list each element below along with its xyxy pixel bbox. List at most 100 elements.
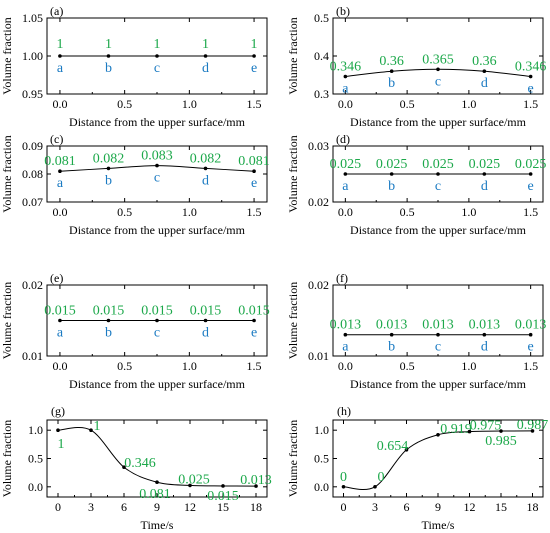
data-point	[58, 54, 62, 58]
panel-c: (c) 0.0 0.5 1.0 1.5 0.07 0.08 0.09 Distance from…	[0, 132, 270, 237]
x-axis-label: Distance from the upper surface/mm	[350, 115, 527, 129]
point-letter-label: c	[154, 171, 160, 186]
y-tick-label: 0.95	[22, 87, 43, 101]
x-tick-label: 6	[404, 500, 410, 514]
x-tick-label: 12	[184, 500, 196, 514]
x-tick-label: 0.5	[117, 97, 132, 111]
data-value-label: 0.081	[44, 154, 76, 169]
y-tick-label: 0.0	[28, 480, 43, 494]
data-point	[252, 318, 256, 323]
point-letter-label: c	[154, 61, 160, 76]
x-tick-label: 0.0	[52, 205, 67, 219]
x-tick-label: 18	[527, 500, 539, 514]
data-value-label: 1	[251, 37, 258, 52]
panel-f: (f) 0.0 0.5 1.0 1.5 0.01 0.02 Distance from the…	[286, 271, 546, 391]
y-tick-label: 0.5	[314, 452, 329, 466]
data-point	[373, 485, 377, 489]
y-tick-label: 0.0	[314, 480, 329, 494]
y-tick-label: 0.5	[314, 11, 329, 25]
y-tick-label: 1.0	[28, 423, 43, 437]
data-value-label: 0.081	[238, 154, 270, 169]
y-axis-label: Volume fraction	[286, 17, 300, 94]
point-letter-label: a	[342, 179, 349, 194]
x-tick-label: 1.5	[523, 97, 538, 111]
x-tick-label: 1.5	[247, 205, 262, 219]
data-value-label: 0.015	[207, 489, 239, 504]
x-tick-label: 0.5	[400, 205, 415, 219]
panel-e: (e) 0.0 0.5 1.0 1.5 0.01 0.02 Distance from the…	[0, 271, 270, 391]
point-letter-label: e	[251, 326, 257, 341]
y-axis-label: Volume fraction	[286, 420, 300, 497]
data-value-label: 0.013	[240, 473, 272, 488]
point-letter-label: a	[57, 326, 64, 341]
x-tick-label: 15	[217, 500, 229, 514]
x-tick-label: 1.0	[461, 205, 476, 219]
x-tick-label: 18	[250, 500, 262, 514]
data-point	[482, 172, 487, 176]
data-value-label: 0	[340, 470, 347, 485]
data-point	[530, 429, 535, 433]
point-letter-label: c	[435, 340, 441, 355]
data-point	[343, 74, 348, 79]
x-tick-label: 0.0	[338, 205, 353, 219]
x-tick-label: 1.0	[461, 359, 476, 373]
x-axis-label: Distance from the upper surface/mm	[69, 377, 246, 391]
x-axis-label: Time/s	[141, 518, 174, 532]
data-point	[89, 428, 93, 432]
y-axis-label: Volume fraction	[286, 135, 300, 212]
x-tick-label: 9	[154, 500, 160, 514]
data-point	[221, 484, 225, 488]
x-tick-label: 0.0	[338, 97, 353, 111]
x-tick-label: 1.0	[182, 97, 197, 111]
data-value-label: 0.346	[515, 60, 547, 75]
point-letter-label: b	[105, 326, 112, 341]
data-point	[252, 54, 256, 58]
data-point	[467, 429, 472, 434]
data-value-label: 0.025	[422, 157, 454, 172]
x-tick-label: 0.0	[338, 359, 353, 373]
data-value-label: 0.36	[472, 54, 497, 69]
data-value-label: 1	[56, 37, 63, 52]
x-axis-label: Distance from the upper surface/mm	[350, 223, 527, 237]
point-letter-label: b	[105, 173, 112, 188]
panel-label: (d)	[336, 132, 350, 146]
data-value-label: 1	[94, 419, 101, 434]
point-letter-label: b	[105, 61, 112, 76]
data-point	[254, 484, 258, 488]
data-value-label: 1	[58, 437, 65, 452]
data-point	[389, 332, 394, 337]
data-point	[106, 166, 111, 171]
data-point	[341, 485, 346, 489]
y-axis-label: Volume fraction	[0, 420, 14, 497]
y-tick-label: 0.01	[22, 349, 43, 363]
data-value-label: 0.013	[376, 318, 408, 333]
data-value-label: 0.013	[469, 318, 501, 333]
x-tick-label: 1.5	[523, 359, 538, 373]
data-value-label: 0.081	[139, 487, 171, 502]
data-value-label: 0.015	[141, 304, 173, 319]
data-point	[436, 332, 440, 337]
data-value-label: 0.015	[238, 304, 270, 319]
data-value-label: 0.985	[485, 434, 517, 449]
data-value-label: 1	[154, 37, 161, 52]
data-value-label: 0.083	[141, 149, 173, 164]
data-value-label: 0.025	[376, 157, 408, 172]
data-value-label: 0.082	[93, 151, 125, 166]
data-point	[343, 172, 348, 176]
data-value-label: 0.346	[124, 456, 156, 471]
x-tick-label: 0.5	[400, 359, 415, 373]
data-value-label: 0.025	[178, 472, 210, 487]
point-letter-label: b	[388, 179, 395, 194]
data-point	[155, 163, 159, 168]
point-letter-label: a	[342, 82, 349, 97]
data-value-label: 0.025	[330, 157, 362, 172]
data-point	[404, 447, 409, 452]
panel-b: (b) 0.0 0.5 1.0 1.5 0.3 0.4 0.5 Distance from th…	[286, 4, 546, 129]
data-point	[58, 318, 62, 323]
y-tick-label: 0.02	[308, 195, 329, 209]
plot-frame	[332, 419, 544, 498]
data-point	[106, 318, 111, 323]
x-tick-label: 0.5	[117, 359, 132, 373]
data-value-label: 0.013	[515, 318, 547, 333]
x-tick-label: 15	[495, 500, 507, 514]
